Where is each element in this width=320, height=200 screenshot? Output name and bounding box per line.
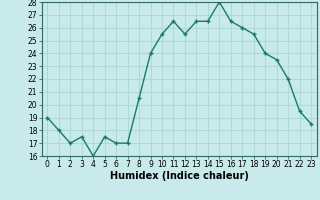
X-axis label: Humidex (Indice chaleur): Humidex (Indice chaleur) <box>110 171 249 181</box>
